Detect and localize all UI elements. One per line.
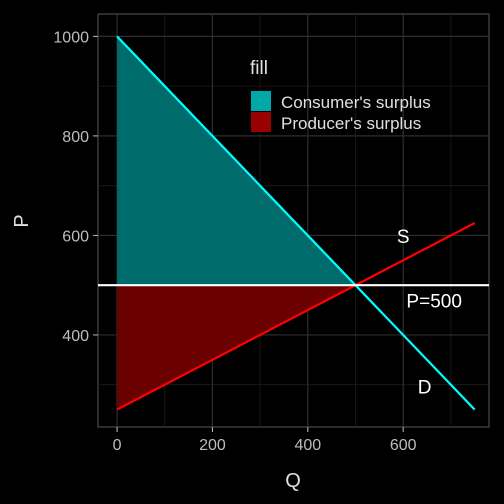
legend-title: fill (250, 58, 268, 79)
demand-curve (116, 35, 476, 411)
supply-curve (116, 222, 476, 411)
legend-label-producer: Producer's surplus (281, 114, 421, 133)
x-tick-label: 200 (199, 437, 226, 454)
legend-swatch-consumer (251, 91, 271, 111)
supply-label: S (397, 227, 410, 248)
x-tick-label: 0 (113, 437, 122, 454)
demand-label: D (418, 378, 432, 399)
y-axis: 400 600 800 1000 (53, 29, 98, 345)
y-tick-label: 400 (62, 328, 89, 345)
x-axis-title: Q (285, 470, 301, 492)
legend-swatch-producer (251, 112, 271, 132)
y-tick-label: 600 (62, 228, 89, 245)
legend: fill Consumer's surplus Producer's surpl… (250, 58, 431, 133)
x-tick-label: 400 (294, 437, 321, 454)
y-tick-label: 1000 (53, 29, 89, 46)
x-tick-label: 600 (390, 437, 417, 454)
price-label: P=500 (406, 292, 461, 313)
plot-panel: S P=500 D (97, 13, 490, 428)
legend-label-consumer: Consumer's surplus (281, 93, 431, 112)
y-tick-label: 800 (62, 129, 89, 146)
x-axis: 0 200 400 600 (113, 427, 417, 454)
y-axis-title: P (11, 214, 33, 227)
